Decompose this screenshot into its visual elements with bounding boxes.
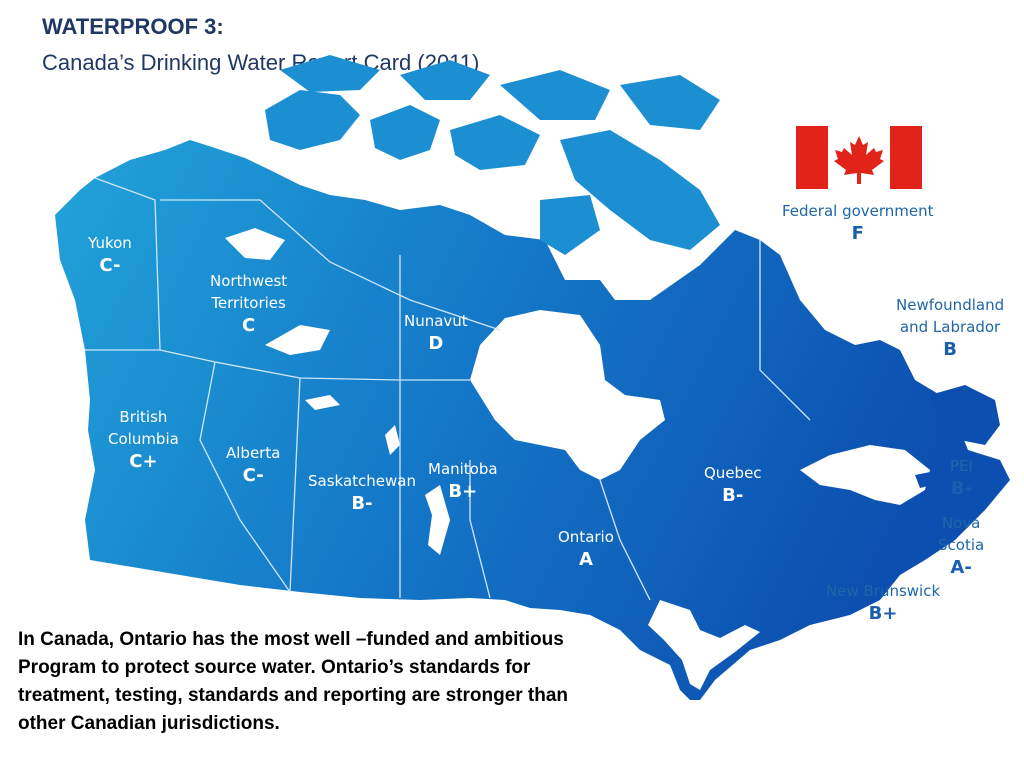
region-name-line1: Nova xyxy=(941,514,981,532)
region-name: Ontario xyxy=(558,528,614,546)
region-name: Federal government xyxy=(782,202,934,220)
gulf-of-st-lawrence xyxy=(800,445,930,505)
region-name: Manitoba xyxy=(428,460,498,478)
region-grade: B- xyxy=(722,485,744,506)
region-label-ontario: Ontario A xyxy=(558,526,614,571)
region-label-federal: Federal government F xyxy=(782,200,934,245)
region-label-nunavut: Nunavut D xyxy=(404,310,468,355)
region-label-pei: PEI B- xyxy=(950,455,973,500)
caption-line: Program to protect source water. Ontario… xyxy=(18,657,531,678)
region-name: New Brunswick xyxy=(826,582,941,600)
nova-scotia-shape xyxy=(895,500,955,560)
region-grade: B- xyxy=(351,493,373,514)
slide-subtitle: Canada’s Drinking Water Report Card (201… xyxy=(42,50,480,75)
caption-line: In Canada, Ontario has the most well –fu… xyxy=(18,629,564,650)
region-grade: B+ xyxy=(448,481,478,502)
region-label-bc: British Columbia C+ xyxy=(108,406,179,473)
region-grade: B+ xyxy=(868,603,898,624)
region-name-line2: Territories xyxy=(211,294,286,312)
caption-line: treatment, testing, standards and report… xyxy=(18,685,569,706)
region-label-yukon: Yukon C- xyxy=(88,232,132,277)
region-name: Quebec xyxy=(704,464,762,482)
region-label-ns: Nova Scotia A- xyxy=(938,512,984,579)
maple-leaf-icon xyxy=(834,136,884,184)
caption-text: In Canada, Ontario has the most well –fu… xyxy=(18,626,698,738)
region-label-saskatchewan: Saskatchewan B- xyxy=(308,470,416,515)
provincial-borders xyxy=(85,177,811,601)
region-name-line1: Newfoundland xyxy=(896,296,1005,314)
region-grade: A xyxy=(578,549,593,570)
region-grade: A- xyxy=(950,557,972,578)
region-name: Yukon xyxy=(88,234,132,252)
region-name-line2: and Labrador xyxy=(899,318,1001,336)
region-name: Saskatchewan xyxy=(308,472,416,490)
region-name-line1: British xyxy=(119,408,168,426)
hudson-bay xyxy=(470,310,665,480)
region-name: Nunavut xyxy=(404,312,468,330)
canada-flag-icon xyxy=(796,126,922,189)
inland-lakes xyxy=(225,228,450,555)
region-grade: B xyxy=(943,339,957,360)
slide-title: WATERPROOF 3: xyxy=(42,14,224,39)
region-grade: D xyxy=(428,333,444,354)
region-label-nb: New Brunswick B+ xyxy=(826,580,940,625)
region-grade: C xyxy=(241,315,256,336)
caption-line: other Canadian jurisdictions. xyxy=(18,713,280,734)
region-grade: C- xyxy=(99,255,121,276)
newfoundland-island xyxy=(930,385,1000,445)
region-grade: C+ xyxy=(129,451,158,472)
region-grade: C- xyxy=(242,465,264,486)
region-grade: F xyxy=(851,223,864,244)
region-label-manitoba: Manitoba B+ xyxy=(428,458,498,503)
arctic-islands xyxy=(265,55,720,255)
region-name-line2: Scotia xyxy=(938,536,985,554)
great-lakes xyxy=(648,600,760,690)
region-label-quebec: Quebec B- xyxy=(704,462,762,507)
region-name: Alberta xyxy=(226,444,281,462)
region-name: PEI xyxy=(950,457,973,475)
region-name-line1: Northwest xyxy=(210,272,288,290)
region-label-alberta: Alberta C- xyxy=(226,442,280,487)
region-grade: B- xyxy=(950,478,973,499)
region-label-nwt: Northwest Territories C xyxy=(210,270,287,337)
region-name-line2: Columbia xyxy=(108,430,179,448)
region-label-nl: Newfoundland and Labrador B xyxy=(896,294,1004,361)
pei-shape xyxy=(915,470,945,488)
